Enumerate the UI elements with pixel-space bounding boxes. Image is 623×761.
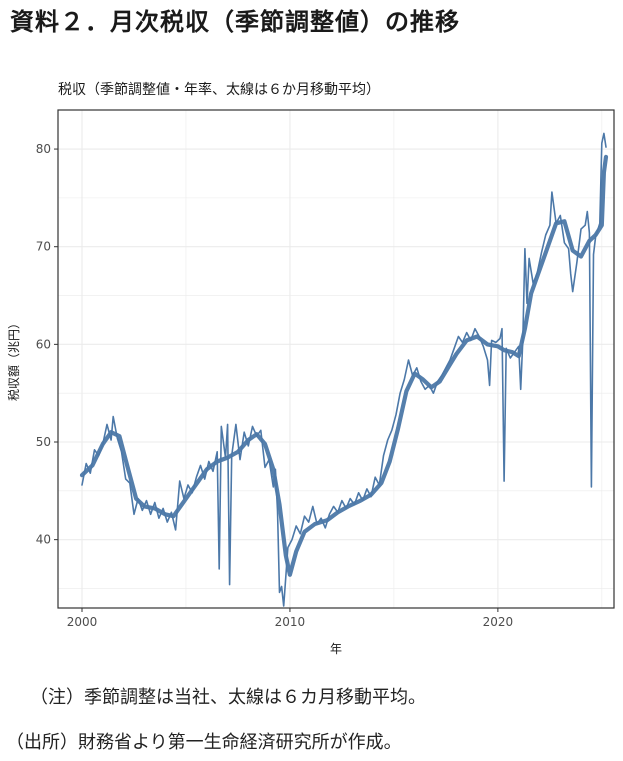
source-note: （出所）財務省より第一生命経済研究所が作成。	[6, 732, 402, 753]
plot-panel	[58, 110, 614, 608]
y-axis-title: 税収額（兆円）	[7, 317, 21, 401]
y-tick-label: 40	[36, 533, 51, 547]
document-title: 資料２．月次税収（季節調整値）の推移	[10, 8, 460, 36]
series-line-monthly	[81, 132, 607, 607]
series-layer	[79, 132, 609, 607]
y-axis: 40 50 60 70 80	[36, 142, 58, 547]
chart-container: 税収（季節調整値・年率、太線は６か月移動平均） 2000 2010 2020 40 5…	[0, 68, 623, 668]
chart-title: 税収（季節調整値・年率、太線は６か月移動平均）	[58, 81, 380, 98]
plot-frame	[57, 109, 615, 609]
line-chart: 税収（季節調整値・年率、太線は６か月移動平均） 2000 2010 2020 40 5…	[7, 81, 615, 656]
minor-gridlines	[58, 110, 614, 608]
major-gridlines	[58, 110, 614, 608]
y-tick-label: 70	[36, 240, 51, 254]
x-tick-label: 2010	[275, 615, 306, 629]
x-tick-label: 2020	[483, 615, 514, 629]
y-tick-label: 60	[36, 337, 51, 351]
y-tick-label: 50	[36, 435, 51, 449]
x-tick-label: 2000	[67, 615, 98, 629]
x-axis-title: 年	[330, 642, 342, 656]
y-tick-label: 80	[36, 142, 51, 156]
series-line-moving-average	[79, 154, 609, 577]
x-axis: 2000 2010 2020	[67, 608, 513, 629]
note-annotation: （注）季節調整は当社、太線は６カ月移動平均。	[30, 687, 426, 708]
